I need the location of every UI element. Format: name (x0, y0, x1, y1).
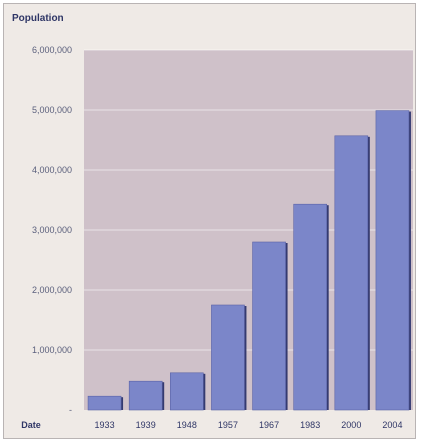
bar-2004 (375, 110, 410, 411)
bar-2000 (334, 135, 369, 411)
y-tick-label: 3,000,000 (32, 225, 72, 235)
x-tick-label: 1948 (177, 420, 197, 430)
bar-1957 (211, 304, 245, 411)
y-tick-label: 2,000,000 (32, 285, 72, 295)
bar-1939 (128, 380, 163, 411)
x-axis-label: Date (21, 420, 41, 430)
y-tick-label: 6,000,000 (32, 45, 72, 55)
x-tick-label: 1939 (136, 420, 156, 430)
bar-1983 (293, 203, 327, 411)
y-tick-label: 5,000,000 (32, 105, 72, 115)
x-tick-label: 1933 (95, 420, 115, 430)
y-tick-label: 1,000,000 (32, 345, 72, 355)
x-tick-label: 2004 (382, 420, 402, 430)
plot-area: - 1,000,000 2,000,000 3,000,000 4,000,000 5,0… (32, 45, 413, 430)
bar-1933 (87, 395, 122, 411)
x-tick-label: 1983 (300, 420, 320, 430)
chart-title: Population (12, 13, 64, 24)
x-tick-label: 1957 (218, 420, 238, 430)
y-tick-label: - (69, 405, 72, 415)
x-tick-label: 2000 (341, 420, 361, 430)
x-tick-label: 1967 (259, 420, 279, 430)
y-tick-label: 4,000,000 (32, 165, 72, 175)
bar-1948 (170, 372, 204, 411)
bar-1967 (252, 241, 286, 411)
